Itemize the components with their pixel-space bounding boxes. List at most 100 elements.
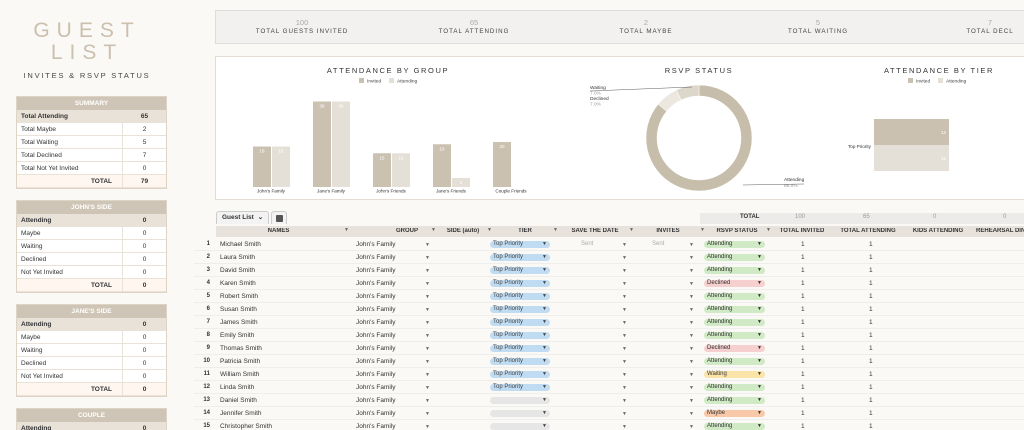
dropdown-arrow-icon[interactable]: ▼ [425,346,430,352]
rsvp-chip[interactable]: Waiting ▼ [704,371,765,378]
rsvp-chip[interactable]: Attending ▼ [704,423,765,430]
filter-icon[interactable]: ▼ [766,227,771,233]
table-row[interactable]: 13 Daniel Smith John's Family ▼ ▼ ▼ ▼ Attending… [194,394,1024,407]
dropdown-arrow-icon[interactable]: ▼ [622,359,627,365]
dropdown-arrow-icon[interactable]: ▼ [689,398,694,404]
rsvp-chip[interactable]: Declined ▼ [704,345,765,352]
group-value[interactable]: John's Family [356,241,396,248]
dropdown-arrow-icon[interactable]: ▼ [689,307,694,313]
group-value[interactable]: John's Family [356,358,396,365]
dropdown-arrow-icon[interactable]: ▼ [425,359,430,365]
dropdown-arrow-icon[interactable]: ▼ [622,255,627,261]
group-value[interactable]: John's Family [356,371,396,378]
dropdown-arrow-icon[interactable]: ▼ [622,372,627,378]
guest-name[interactable]: Linda Smith [220,384,255,391]
guest-name[interactable]: James Smith [220,319,258,326]
column-header[interactable]: TOTAL INVITED [779,227,825,234]
dropdown-arrow-icon[interactable]: ▼ [622,385,627,391]
tier-chip[interactable]: ▼ [490,423,550,430]
table-row[interactable]: 9 Thomas Smith John's Family ▼ Top Priority ▼… [194,342,1024,355]
dropdown-arrow-icon[interactable]: ▼ [622,307,627,313]
dropdown-arrow-icon[interactable]: ▼ [689,385,694,391]
column-header[interactable]: GROUP [395,227,418,234]
dropdown-arrow-icon[interactable]: ▼ [689,320,694,326]
rsvp-chip[interactable]: Attending ▼ [704,241,765,248]
group-value[interactable]: John's Family [356,267,396,274]
rsvp-chip[interactable]: Attending ▼ [704,384,765,391]
guest-name[interactable]: Christopher Smith [220,423,273,430]
rsvp-chip[interactable]: Attending ▼ [704,254,765,261]
group-value[interactable]: John's Family [356,423,396,430]
column-header[interactable]: SAVE THE DATE [571,227,619,234]
table-row[interactable]: 14 Jennifer Smith John's Family ▼ ▼ ▼ ▼ Maybe ▼ 1… [194,407,1024,420]
guest-name[interactable]: Daniel Smith [220,397,257,404]
dropdown-arrow-icon[interactable]: ▼ [689,359,694,365]
tier-chip[interactable]: Top Priority ▼ [490,384,550,391]
table-row[interactable]: 2 Laura Smith John's Family ▼ Top Priority ▼ ▼… [194,251,1024,264]
dropdown-arrow-icon[interactable]: ▼ [689,281,694,287]
table-row[interactable]: 5 Robert Smith John's Family ▼ Top Priority ▼… [194,290,1024,303]
column-header[interactable]: TOTAL ATTENDING [840,227,896,234]
dropdown-arrow-icon[interactable]: ▼ [622,424,627,430]
dropdown-arrow-icon[interactable]: ▼ [689,294,694,300]
dropdown-arrow-icon[interactable]: ▼ [689,242,694,248]
dropdown-arrow-icon[interactable]: ▼ [425,255,430,261]
rsvp-chip[interactable]: Attending ▼ [704,306,765,313]
table-row[interactable]: 6 Susan Smith John's Family ▼ Top Priority ▼ ▼… [194,303,1024,316]
column-header[interactable]: SIDE (auto) [446,227,480,234]
table-row[interactable]: 1 Michael Smith John's Family ▼ Top Priority… [194,238,1024,251]
column-header[interactable]: REHEARSAL DINNER [976,227,1024,234]
rsvp-chip[interactable]: Declined ▼ [704,280,765,287]
table-row[interactable]: 8 Emily Smith John's Family ▼ Top Priority ▼ ▼… [194,329,1024,342]
dropdown-arrow-icon[interactable]: ▼ [425,294,430,300]
tier-chip[interactable]: Top Priority ▼ [490,332,550,339]
filter-icon[interactable]: ▼ [431,227,436,233]
group-value[interactable]: John's Family [356,306,396,313]
invites-value[interactable]: Sent [652,241,665,247]
guest-name[interactable]: Laura Smith [220,254,256,261]
dropdown-arrow-icon[interactable]: ▼ [425,398,430,404]
guest-name[interactable]: Thomas Smith [220,345,262,352]
tier-chip[interactable]: Top Priority ▼ [490,319,550,326]
dropdown-arrow-icon[interactable]: ▼ [622,333,627,339]
guest-name[interactable]: Michael Smith [220,241,261,248]
rsvp-chip[interactable]: Attending ▼ [704,293,765,300]
dropdown-arrow-icon[interactable]: ▼ [622,294,627,300]
column-header[interactable]: RSVP STATUS [716,227,758,234]
dropdown-arrow-icon[interactable]: ▼ [425,281,430,287]
filter-icon[interactable]: ▼ [344,227,349,233]
tier-chip[interactable]: Top Priority ▼ [490,371,550,378]
table-row[interactable]: 7 James Smith John's Family ▼ Top Priority ▼ ▼… [194,316,1024,329]
dropdown-arrow-icon[interactable]: ▼ [622,398,627,404]
guest-name[interactable]: Jennifer Smith [220,410,262,417]
dropdown-arrow-icon[interactable]: ▼ [689,372,694,378]
rsvp-chip[interactable]: Attending ▼ [704,267,765,274]
tier-chip[interactable]: Top Priority ▼ [490,358,550,365]
guest-name[interactable]: Susan Smith [220,306,257,313]
table-row[interactable]: 4 Karen Smith John's Family ▼ Top Priority ▼ ▼… [194,277,1024,290]
group-value[interactable]: John's Family [356,345,396,352]
rsvp-chip[interactable]: Attending ▼ [704,397,765,404]
tier-chip[interactable]: Top Priority ▼ [490,254,550,261]
table-row[interactable]: 12 Linda Smith John's Family ▼ Top Priority ▼… [194,381,1024,394]
dropdown-arrow-icon[interactable]: ▼ [689,268,694,274]
dropdown-arrow-icon[interactable]: ▼ [425,320,430,326]
dropdown-arrow-icon[interactable]: ▼ [425,242,430,248]
table-row[interactable]: 15 Christopher Smith John's Family ▼ ▼ ▼ ▼ Atte… [194,420,1024,430]
column-header[interactable]: NAMES [267,227,290,234]
dropdown-arrow-icon[interactable]: ▼ [622,346,627,352]
table-row[interactable]: 11 William Smith John's Family ▼ Top Priorit… [194,368,1024,381]
guest-name[interactable]: David Smith [220,267,256,274]
tier-chip[interactable]: ▼ [490,410,550,417]
filter-icon[interactable]: ▼ [700,227,705,233]
dropdown-arrow-icon[interactable]: ▼ [622,320,627,326]
rsvp-chip[interactable]: Attending ▼ [704,332,765,339]
group-value[interactable]: John's Family [356,319,396,326]
dropdown-arrow-icon[interactable]: ▼ [425,268,430,274]
group-value[interactable]: John's Family [356,332,396,339]
dropdown-arrow-icon[interactable]: ▼ [689,255,694,261]
filter-icon[interactable]: ▼ [487,227,492,233]
tab-guest-list[interactable]: Guest List ⌄ [216,211,270,224]
dropdown-arrow-icon[interactable]: ▼ [689,333,694,339]
guest-name[interactable]: William Smith [220,371,260,378]
